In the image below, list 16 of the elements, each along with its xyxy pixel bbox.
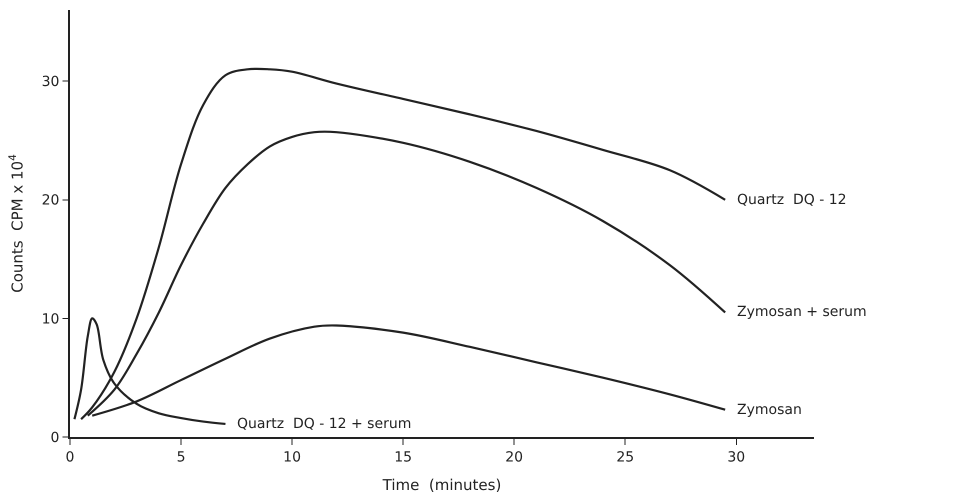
- y-tick-label: 0: [50, 430, 60, 446]
- x-tick-label: 30: [727, 450, 746, 466]
- x-tick-label: 25: [616, 450, 634, 466]
- y-tick-label: 30: [42, 74, 60, 90]
- x-axis-title: Time (minutes): [382, 476, 502, 494]
- x-tick-label: 0: [66, 450, 74, 466]
- y-tick-label: 20: [42, 192, 60, 209]
- x-tick-label: 15: [394, 450, 412, 466]
- x-tick-label: 20: [505, 450, 524, 466]
- series-label: Zymosan + serum: [737, 304, 867, 320]
- series-label: Quartz DQ - 12: [737, 192, 847, 208]
- series-label: Quartz DQ - 12 + serum: [237, 416, 412, 432]
- x-tick-label: 10: [283, 450, 302, 466]
- y-tick-label: 10: [42, 311, 60, 328]
- x-tick-label: 5: [176, 450, 186, 466]
- series-label: Zymosan: [737, 402, 802, 418]
